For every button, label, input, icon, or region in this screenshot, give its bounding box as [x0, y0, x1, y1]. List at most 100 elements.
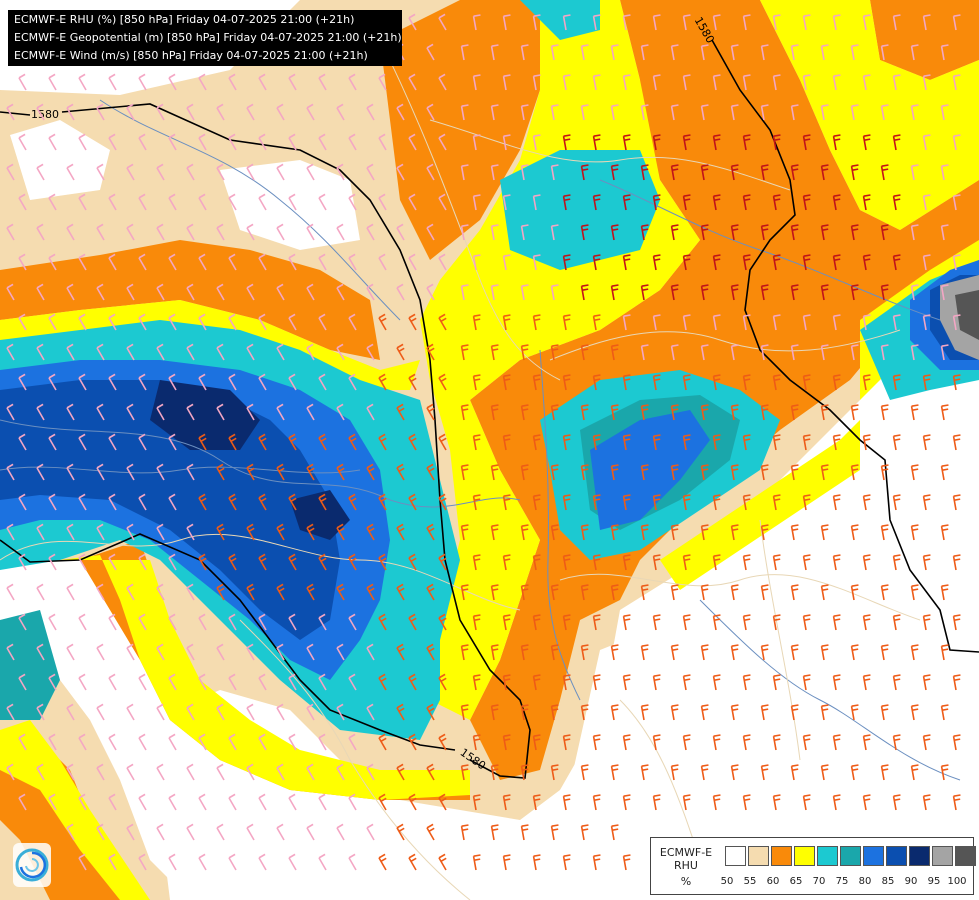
- wind-barb-icon: [922, 374, 931, 391]
- wind-barb-icon: [520, 584, 529, 601]
- wind-barb-icon: [168, 433, 177, 451]
- wind-barb-icon: [378, 613, 387, 631]
- wind-barb-icon: [562, 134, 571, 151]
- wind-barb-icon: [670, 284, 679, 301]
- wind-barb-icon: [472, 434, 481, 451]
- wind-barb-icon: [378, 673, 387, 691]
- wind-barb-icon: [682, 794, 691, 811]
- wind-barb-icon: [652, 374, 661, 391]
- wind-barb-icon: [186, 283, 195, 301]
- wind-barb-icon: [670, 584, 679, 601]
- wind-barb-icon: [438, 133, 447, 151]
- wind-barb-icon: [532, 674, 541, 691]
- wind-barb-icon: [318, 313, 327, 331]
- wind-barb-icon: [820, 764, 829, 781]
- wind-barb-icon: [670, 104, 679, 121]
- wind-barb-icon: [580, 224, 589, 241]
- wind-barb-icon: [610, 104, 619, 121]
- wind-barb-icon: [426, 703, 435, 721]
- wind-barb-icon: [760, 404, 769, 421]
- wind-barb-icon: [66, 283, 75, 301]
- wind-barb-icon: [156, 763, 165, 781]
- wind-barb-icon: [592, 374, 601, 391]
- wind-barb-icon: [198, 433, 207, 451]
- wind-barb-icon: [36, 343, 45, 361]
- wind-barb-icon: [640, 164, 649, 181]
- wind-barb-icon: [712, 674, 721, 691]
- wind-barb-icon: [6, 583, 15, 601]
- wind-barb-icon: [258, 613, 267, 631]
- wind-barb-icon: [622, 254, 631, 271]
- wind-barb-icon: [366, 703, 375, 721]
- wind-barb-icon: [186, 463, 195, 481]
- legend-swatch: [725, 846, 746, 866]
- wind-barb-icon: [366, 823, 375, 841]
- wind-barb-icon: [832, 14, 841, 31]
- wind-barbs-layer: [6, 13, 961, 871]
- legend-swatch: [817, 846, 838, 866]
- wind-barb-icon: [742, 14, 751, 31]
- wind-barb-icon: [438, 253, 447, 271]
- wind-barb-icon: [922, 14, 931, 31]
- wind-barb-icon: [712, 314, 721, 331]
- wind-barb-icon: [168, 193, 177, 211]
- wind-barb-icon: [126, 643, 135, 661]
- wind-barb-icon: [18, 313, 27, 331]
- wind-barb-icon: [562, 794, 571, 811]
- wind-barb-icon: [862, 674, 871, 691]
- wind-barb-icon: [336, 523, 345, 541]
- wind-barb-icon: [78, 133, 87, 151]
- wind-barb-icon: [96, 463, 105, 481]
- wind-barb-icon: [850, 164, 859, 181]
- wind-barb-icon: [820, 104, 829, 121]
- wind-barb-icon: [700, 44, 709, 61]
- wind-barb-icon: [490, 284, 499, 301]
- wind-barb-icon: [892, 194, 901, 211]
- wind-barb-icon: [622, 434, 631, 451]
- wind-barb-icon: [832, 734, 841, 751]
- wind-barb-icon: [156, 283, 165, 301]
- wind-barb-icon: [580, 764, 589, 781]
- wind-barb-icon: [78, 433, 87, 451]
- wind-barb-icon: [96, 223, 105, 241]
- wind-barb-icon: [790, 104, 799, 121]
- wind-barb-icon: [700, 584, 709, 601]
- legend-swatch: [863, 846, 884, 866]
- wind-barb-icon: [700, 464, 709, 481]
- wind-barb-icon: [408, 373, 417, 391]
- wind-barb-icon: [580, 344, 589, 361]
- wind-barb-icon: [438, 553, 447, 571]
- wind-barb-icon: [126, 583, 135, 601]
- wind-barb-icon: [850, 644, 859, 661]
- wind-barb-icon: [820, 584, 829, 601]
- wind-barb-icon: [306, 703, 315, 721]
- wind-barb-icon: [336, 583, 345, 601]
- wind-barb-icon: [952, 374, 961, 391]
- wind-barb-icon: [186, 163, 195, 181]
- wind-barb-icon: [472, 374, 481, 391]
- wind-barb-icon: [880, 104, 889, 121]
- wind-barb-icon: [652, 194, 661, 211]
- wind-barb-icon: [562, 554, 571, 571]
- wind-barb-icon: [940, 104, 949, 121]
- wind-barb-icon: [126, 103, 135, 121]
- wind-barb-icon: [426, 343, 435, 361]
- wind-barb-icon: [772, 434, 781, 451]
- wind-barb-icon: [820, 164, 829, 181]
- wind-barb-icon: [66, 643, 75, 661]
- wind-barb-icon: [306, 163, 315, 181]
- wind-barb-icon: [396, 763, 405, 781]
- wind-barb-icon: [78, 493, 87, 511]
- wind-barb-icon: [502, 434, 511, 451]
- wind-barb-icon: [742, 674, 751, 691]
- wind-barb-icon: [622, 494, 631, 511]
- wind-barb-icon: [348, 73, 357, 91]
- wind-barb-icon: [682, 494, 691, 511]
- wind-barb-icon: [820, 344, 829, 361]
- wind-barb-icon: [820, 224, 829, 241]
- wind-barb-icon: [460, 824, 469, 841]
- wind-barb-icon: [922, 314, 931, 331]
- wind-barb-icon: [550, 704, 559, 721]
- wind-barb-icon: [96, 163, 105, 181]
- wind-barb-icon: [276, 343, 285, 361]
